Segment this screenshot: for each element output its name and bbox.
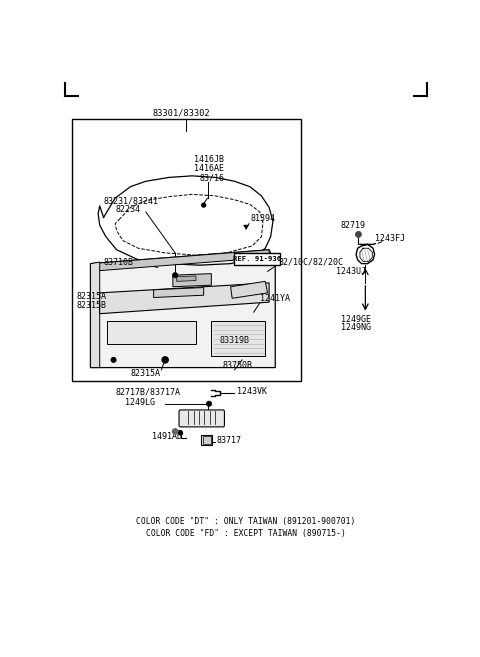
- Text: 1241YA: 1241YA: [260, 294, 290, 303]
- Text: 82719: 82719: [341, 221, 366, 230]
- Text: 83319B: 83319B: [219, 336, 249, 345]
- Circle shape: [162, 357, 168, 363]
- Circle shape: [111, 357, 116, 362]
- Text: 83231/83241: 83231/83241: [104, 196, 158, 205]
- Text: 82315A: 82315A: [131, 369, 160, 378]
- Text: COLOR CODE "DT" : ONLY TAIWAN (891201-900701): COLOR CODE "DT" : ONLY TAIWAN (891201-90…: [136, 517, 356, 526]
- Text: 83710B: 83710B: [104, 258, 133, 267]
- Text: 83750B: 83750B: [223, 361, 253, 370]
- Text: 1416AE: 1416AE: [193, 164, 224, 173]
- Circle shape: [173, 273, 178, 277]
- Polygon shape: [230, 281, 267, 298]
- FancyBboxPatch shape: [234, 253, 280, 265]
- Text: 82234: 82234: [115, 205, 140, 214]
- Text: 1243UJ: 1243UJ: [336, 267, 366, 276]
- Polygon shape: [90, 250, 269, 271]
- Text: 1249NG: 1249NG: [341, 323, 371, 332]
- Text: 1491AD: 1491AD: [152, 432, 182, 442]
- Polygon shape: [108, 321, 196, 344]
- Text: 81394: 81394: [251, 214, 276, 223]
- Polygon shape: [90, 262, 100, 367]
- Polygon shape: [177, 276, 196, 281]
- Bar: [203, 436, 211, 444]
- Bar: [201, 434, 212, 445]
- Text: 83717: 83717: [217, 436, 242, 445]
- Bar: [72, 119, 301, 382]
- Circle shape: [172, 429, 178, 434]
- Polygon shape: [211, 321, 265, 356]
- Circle shape: [356, 232, 361, 237]
- Text: 82315B: 82315B: [77, 302, 107, 311]
- Text: 1243VK: 1243VK: [237, 387, 267, 396]
- Circle shape: [179, 431, 182, 435]
- Polygon shape: [173, 274, 211, 286]
- Text: 82315A: 82315A: [77, 292, 107, 302]
- Text: 1243FJ: 1243FJ: [375, 234, 405, 242]
- Polygon shape: [154, 288, 204, 298]
- Polygon shape: [100, 283, 269, 313]
- Text: 83/16: 83/16: [199, 173, 224, 183]
- Circle shape: [207, 401, 211, 406]
- Text: 1249LG: 1249LG: [125, 397, 155, 407]
- Text: 82717B/83717A: 82717B/83717A: [115, 388, 180, 397]
- Text: 1249GE: 1249GE: [341, 315, 371, 324]
- FancyBboxPatch shape: [179, 410, 225, 427]
- Text: COLOR CODE "FD" : EXCEPT TAIWAN (890715-): COLOR CODE "FD" : EXCEPT TAIWAN (890715-…: [146, 529, 346, 537]
- Circle shape: [202, 203, 205, 207]
- Polygon shape: [90, 250, 275, 367]
- Text: 82/10C/82/20C: 82/10C/82/20C: [278, 258, 343, 267]
- Text: REF. 91-936: REF. 91-936: [233, 256, 281, 262]
- Polygon shape: [244, 225, 248, 229]
- Text: 1416JB: 1416JB: [193, 155, 224, 164]
- Text: 83301/83302: 83301/83302: [152, 109, 210, 118]
